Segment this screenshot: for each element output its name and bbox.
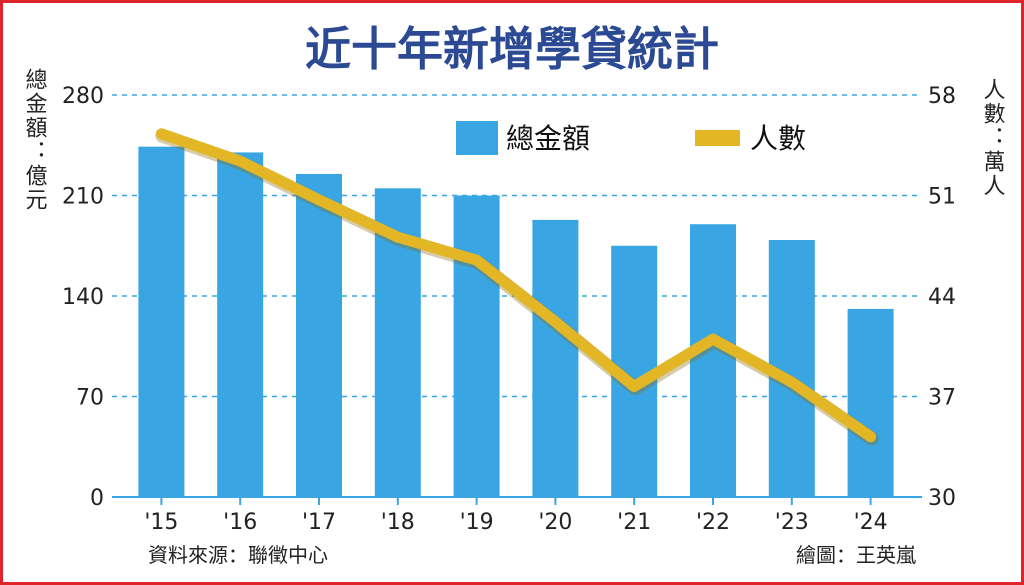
bar	[138, 146, 185, 497]
chart-title: 近十年新增學貸統計	[305, 22, 719, 76]
legend-swatch-total	[456, 121, 498, 155]
bar	[847, 308, 894, 497]
y-right-tick-label: 51	[928, 185, 956, 210]
line-point	[475, 259, 478, 262]
bar-series	[138, 146, 894, 498]
y-right-tick-label: 30	[928, 486, 956, 511]
legend-label-total: 總金額	[506, 122, 590, 155]
y-axis-left-label: 總金額：億元	[22, 68, 48, 212]
y-right-axis-title: 人數：萬人	[980, 78, 1006, 198]
bar	[217, 152, 264, 497]
y-left-tick-label: 0	[90, 486, 104, 511]
line-point	[633, 385, 636, 388]
x-axis: '15 '16 '17 '18 '19 '20 '21 '22 '23 '24	[144, 497, 888, 535]
line-point	[160, 132, 163, 135]
x-tick-label: '21	[617, 510, 651, 535]
line-point	[554, 320, 557, 323]
y-right-tick-label: 58	[928, 84, 956, 109]
x-tick-label: '17	[302, 510, 336, 535]
x-tick-label: '18	[381, 510, 415, 535]
credit-note: 繪圖：王英嵐	[796, 543, 916, 567]
line-path	[155, 128, 877, 443]
source-note: 資料來源：聯徵中心	[148, 543, 328, 567]
y-left-tick-label: 70	[76, 386, 104, 411]
y-left-tick-label: 210	[62, 185, 104, 210]
y-axis-right-label: 人數：萬人	[980, 78, 1006, 198]
x-tick-label: '20	[538, 510, 572, 535]
bar	[690, 224, 736, 497]
x-tick-label: '22	[696, 510, 730, 535]
legend-swatch-count	[695, 130, 740, 146]
y-axis-left: 0 70 140 210 280	[62, 84, 104, 511]
line-point	[869, 435, 872, 438]
x-tick-label: '19	[460, 510, 494, 535]
line-point	[712, 338, 714, 341]
y-axis-right: 30 37 44 51 58	[928, 84, 956, 511]
y-right-tick-label: 37	[928, 386, 956, 411]
x-tick-label: '24	[854, 510, 888, 535]
x-tick-label: '16	[223, 510, 257, 535]
y-left-tick-label: 280	[62, 84, 104, 109]
x-tick-label: '15	[144, 510, 178, 535]
bar	[296, 173, 342, 497]
line-point	[318, 198, 320, 201]
y-left-tick-label: 140	[62, 285, 104, 310]
legend: 總金額 人數	[456, 121, 806, 155]
legend-label-count: 人數	[750, 122, 806, 155]
x-tick-label: '23	[775, 510, 809, 535]
line-point	[239, 160, 242, 163]
bar	[453, 195, 500, 497]
line-series	[155, 128, 879, 446]
y-left-axis-title: 總金額：億元	[22, 68, 48, 212]
bar	[532, 219, 579, 497]
line-point	[396, 236, 399, 239]
y-right-tick-label: 44	[928, 285, 956, 310]
line-point	[790, 381, 793, 384]
